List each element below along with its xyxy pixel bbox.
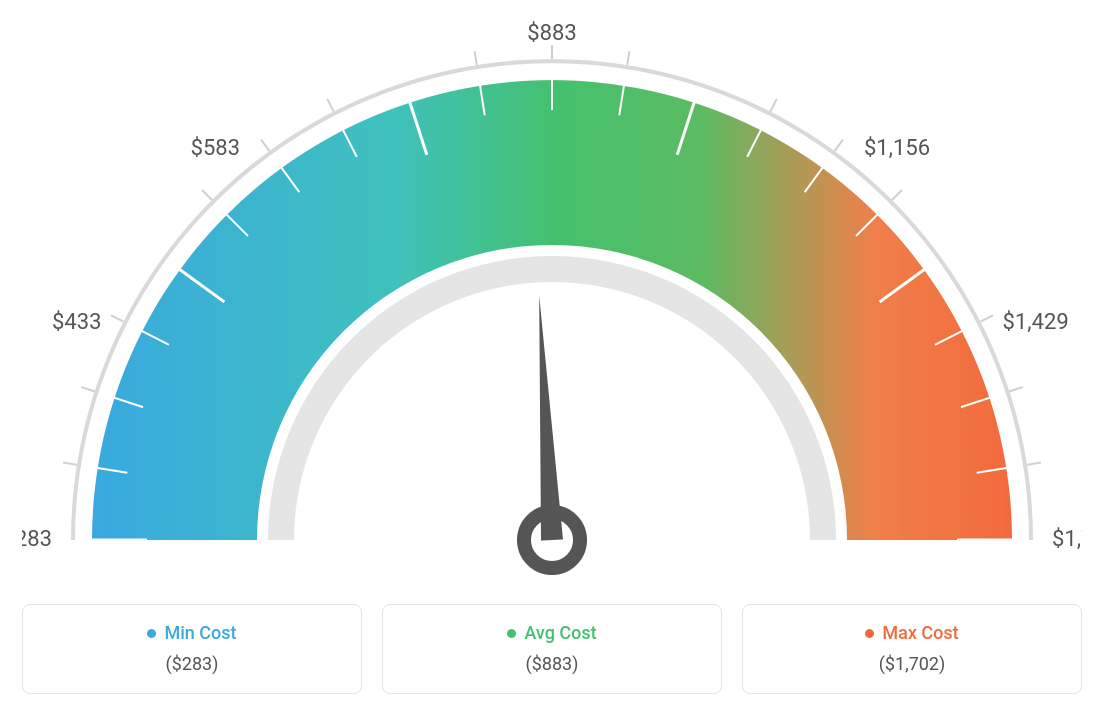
outer-tick bbox=[1009, 387, 1022, 391]
max-dot bbox=[865, 629, 874, 638]
legend-value: ($883) bbox=[395, 654, 709, 675]
legend-row: Min Cost ($283) Avg Cost ($883) Max Cost… bbox=[22, 604, 1082, 694]
legend-value: ($283) bbox=[35, 654, 349, 675]
outer-tick bbox=[770, 99, 776, 111]
gauge-svg: $283 $433 $583 $883 $1,156 $1,429 $1,702 bbox=[22, 20, 1082, 580]
outer-tick bbox=[327, 99, 333, 111]
outer-tick bbox=[111, 315, 123, 321]
outer-tick bbox=[835, 140, 843, 151]
legend-label: Max Cost bbox=[882, 623, 958, 644]
outer-tick bbox=[261, 140, 269, 151]
gauge-label: $583 bbox=[191, 136, 240, 161]
gauge-chart: $283 $433 $583 $883 $1,156 $1,429 $1,702 bbox=[22, 20, 1082, 584]
outer-tick bbox=[981, 315, 993, 321]
outer-tick bbox=[627, 51, 629, 65]
outer-tick bbox=[475, 51, 477, 65]
outer-tick bbox=[892, 190, 902, 200]
legend-label: Avg Cost bbox=[524, 623, 596, 644]
legend-card-min: Min Cost ($283) bbox=[22, 604, 362, 694]
legend-value: ($1,702) bbox=[755, 654, 1069, 675]
outer-tick bbox=[81, 387, 94, 391]
legend-label: Min Cost bbox=[164, 623, 236, 644]
legend-card-avg: Avg Cost ($883) bbox=[382, 604, 722, 694]
gauge-label: $283 bbox=[22, 527, 52, 552]
gauge-label: $1,429 bbox=[1003, 310, 1069, 335]
gauge-label: $1,702 bbox=[1052, 527, 1082, 552]
avg-dot bbox=[507, 629, 516, 638]
outer-tick bbox=[1027, 463, 1041, 465]
gauge-needle bbox=[539, 295, 563, 540]
legend-card-max: Max Cost ($1,702) bbox=[742, 604, 1082, 694]
min-dot bbox=[147, 629, 156, 638]
gauge-label: $883 bbox=[527, 21, 576, 46]
gauge-label: $1,156 bbox=[864, 136, 930, 161]
outer-tick bbox=[63, 463, 77, 465]
outer-tick bbox=[202, 190, 212, 200]
gauge-label: $433 bbox=[52, 310, 101, 335]
